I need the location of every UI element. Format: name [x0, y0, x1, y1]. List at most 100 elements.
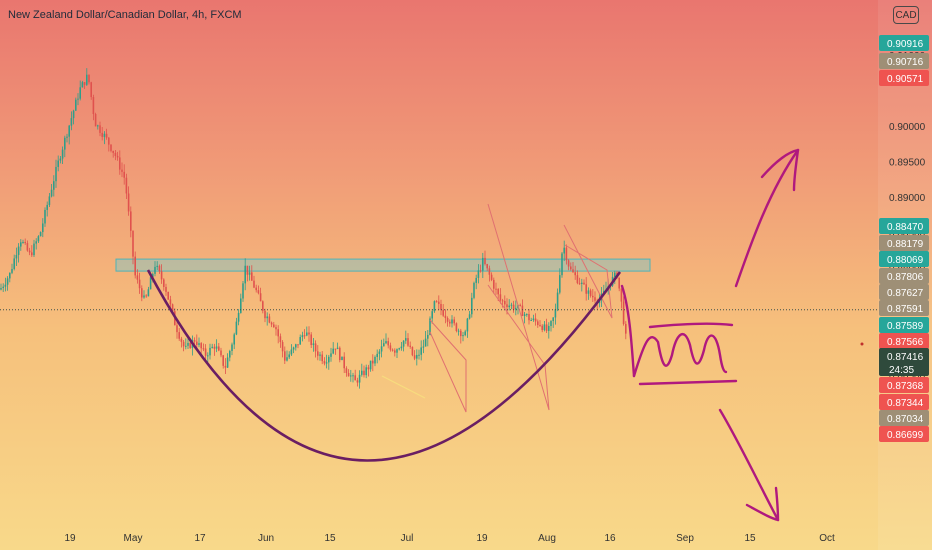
candle-body: [543, 324, 546, 331]
candle-body: [171, 304, 174, 312]
candle-body: [270, 322, 273, 325]
candle-body: [442, 309, 444, 316]
candle-body: [332, 348, 334, 354]
candle-body: [354, 375, 356, 381]
candle-body: [97, 125, 99, 127]
price-badge: [879, 53, 929, 69]
candle-body: [336, 347, 339, 350]
candle-body: [325, 362, 328, 364]
candle-body: [110, 144, 112, 151]
candle-body: [383, 343, 385, 347]
candle-body: [57, 160, 59, 167]
candle-body: [466, 318, 469, 332]
drop-stroke[interactable]: [620, 284, 636, 378]
consolidation-wave[interactable]: [632, 332, 728, 378]
candle-body: [156, 265, 158, 267]
candle-body: [246, 265, 249, 275]
candle-body: [556, 292, 559, 310]
candle-body: [79, 87, 81, 99]
candle-body: [189, 342, 191, 348]
candle-body: [86, 74, 88, 85]
candle-body: [237, 312, 240, 322]
candle-body: [526, 314, 528, 316]
price-badge-label: 0.87591: [887, 304, 924, 315]
candle-body: [321, 354, 323, 362]
candle-body: [286, 357, 288, 361]
candle-body: [169, 299, 172, 305]
price-badge: [879, 394, 929, 410]
candle-body: [446, 318, 449, 322]
candle-body: [99, 125, 101, 133]
trend-line-yellow: [381, 375, 426, 399]
currency-button[interactable]: CAD: [893, 6, 919, 24]
price-badge-label: 0.87566: [887, 337, 924, 348]
candle-body: [187, 342, 189, 346]
candle-body: [396, 349, 398, 353]
candle-body: [116, 155, 119, 158]
candle-body: [521, 305, 524, 316]
candle-body: [75, 99, 77, 111]
price-badge-label: 0.90571: [887, 74, 924, 85]
candle-body: [15, 254, 18, 259]
price-badge: [879, 410, 929, 426]
candle-body: [218, 346, 220, 351]
candle-body: [385, 341, 387, 344]
price-badge-label: 0.87806: [887, 272, 924, 283]
candle-body: [165, 286, 167, 292]
candle-body: [77, 98, 79, 100]
bearish-arrow-head[interactable]: [745, 486, 780, 522]
candle-body: [42, 223, 44, 233]
candle-body: [288, 354, 290, 358]
candle-body: [374, 356, 376, 364]
candle-body: [233, 334, 235, 345]
candle-body: [435, 301, 438, 303]
bullish-arrow-shaft[interactable]: [734, 148, 800, 288]
candle-body: [482, 257, 484, 271]
candle-body: [229, 350, 231, 358]
candle-body: [103, 133, 106, 137]
flag-pattern-2: [487, 203, 550, 411]
bearish-arrow-shaft[interactable]: [718, 408, 780, 522]
price-badge-label: 0.90716: [887, 57, 924, 68]
candle-body: [365, 367, 367, 376]
candle-body: [343, 356, 345, 369]
candle-body: [72, 110, 75, 119]
candle-body: [413, 355, 416, 359]
resistance-zone[interactable]: [115, 258, 651, 272]
candle-body: [585, 284, 587, 294]
candle-body: [438, 301, 440, 304]
candle-body: [134, 256, 136, 276]
candle-body: [132, 230, 134, 257]
candle-body: [268, 316, 271, 323]
candle-body: [90, 82, 92, 98]
candle-body: [583, 282, 585, 285]
candle-body: [455, 323, 458, 332]
candle-body: [363, 370, 365, 376]
range-top-line[interactable]: [648, 322, 734, 329]
candle-body: [411, 346, 414, 356]
candle-body: [306, 332, 308, 336]
candle-body: [196, 341, 198, 346]
candle-body: [561, 253, 563, 276]
price-badges: 0.90916 0.90716 0.90571 0.88470 0.88179 0.880…: [879, 35, 929, 442]
candle-body: [369, 360, 372, 370]
cup-curve[interactable]: [146, 269, 622, 462]
candle-body: [504, 300, 506, 305]
candle-body: [88, 74, 90, 83]
candle-body: [444, 315, 447, 319]
candle-body: [11, 269, 13, 273]
candle-body: [620, 288, 623, 302]
candle-body: [17, 246, 20, 255]
x-tick-label: Sep: [676, 533, 694, 544]
candle-body: [182, 341, 185, 347]
candle-body: [138, 279, 141, 289]
candle-body: [433, 301, 436, 312]
candle-body: [81, 82, 84, 88]
candle-body: [345, 368, 348, 373]
candle-body: [548, 325, 550, 331]
range-bottom-line[interactable]: [638, 379, 738, 386]
price-badge-label: 0.87627: [887, 288, 924, 299]
bullish-arrow-head[interactable]: [760, 148, 800, 192]
candle-body: [506, 304, 508, 308]
